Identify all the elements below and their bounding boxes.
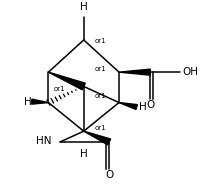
Text: or1: or1 [94,38,106,44]
Polygon shape [118,69,150,75]
Text: or1: or1 [94,125,106,131]
Text: or1: or1 [94,67,106,72]
Text: HN: HN [36,136,51,146]
Text: H: H [138,102,146,112]
Text: O: O [105,170,113,180]
Polygon shape [83,131,110,145]
Text: H: H [79,2,87,12]
Polygon shape [118,103,137,109]
Text: O: O [145,100,154,110]
Text: or1: or1 [94,93,106,99]
Polygon shape [48,72,85,90]
Text: OH: OH [182,67,198,77]
Text: or1: or1 [53,86,65,92]
Text: H: H [24,97,32,107]
Polygon shape [32,99,48,104]
Text: H: H [79,149,87,158]
